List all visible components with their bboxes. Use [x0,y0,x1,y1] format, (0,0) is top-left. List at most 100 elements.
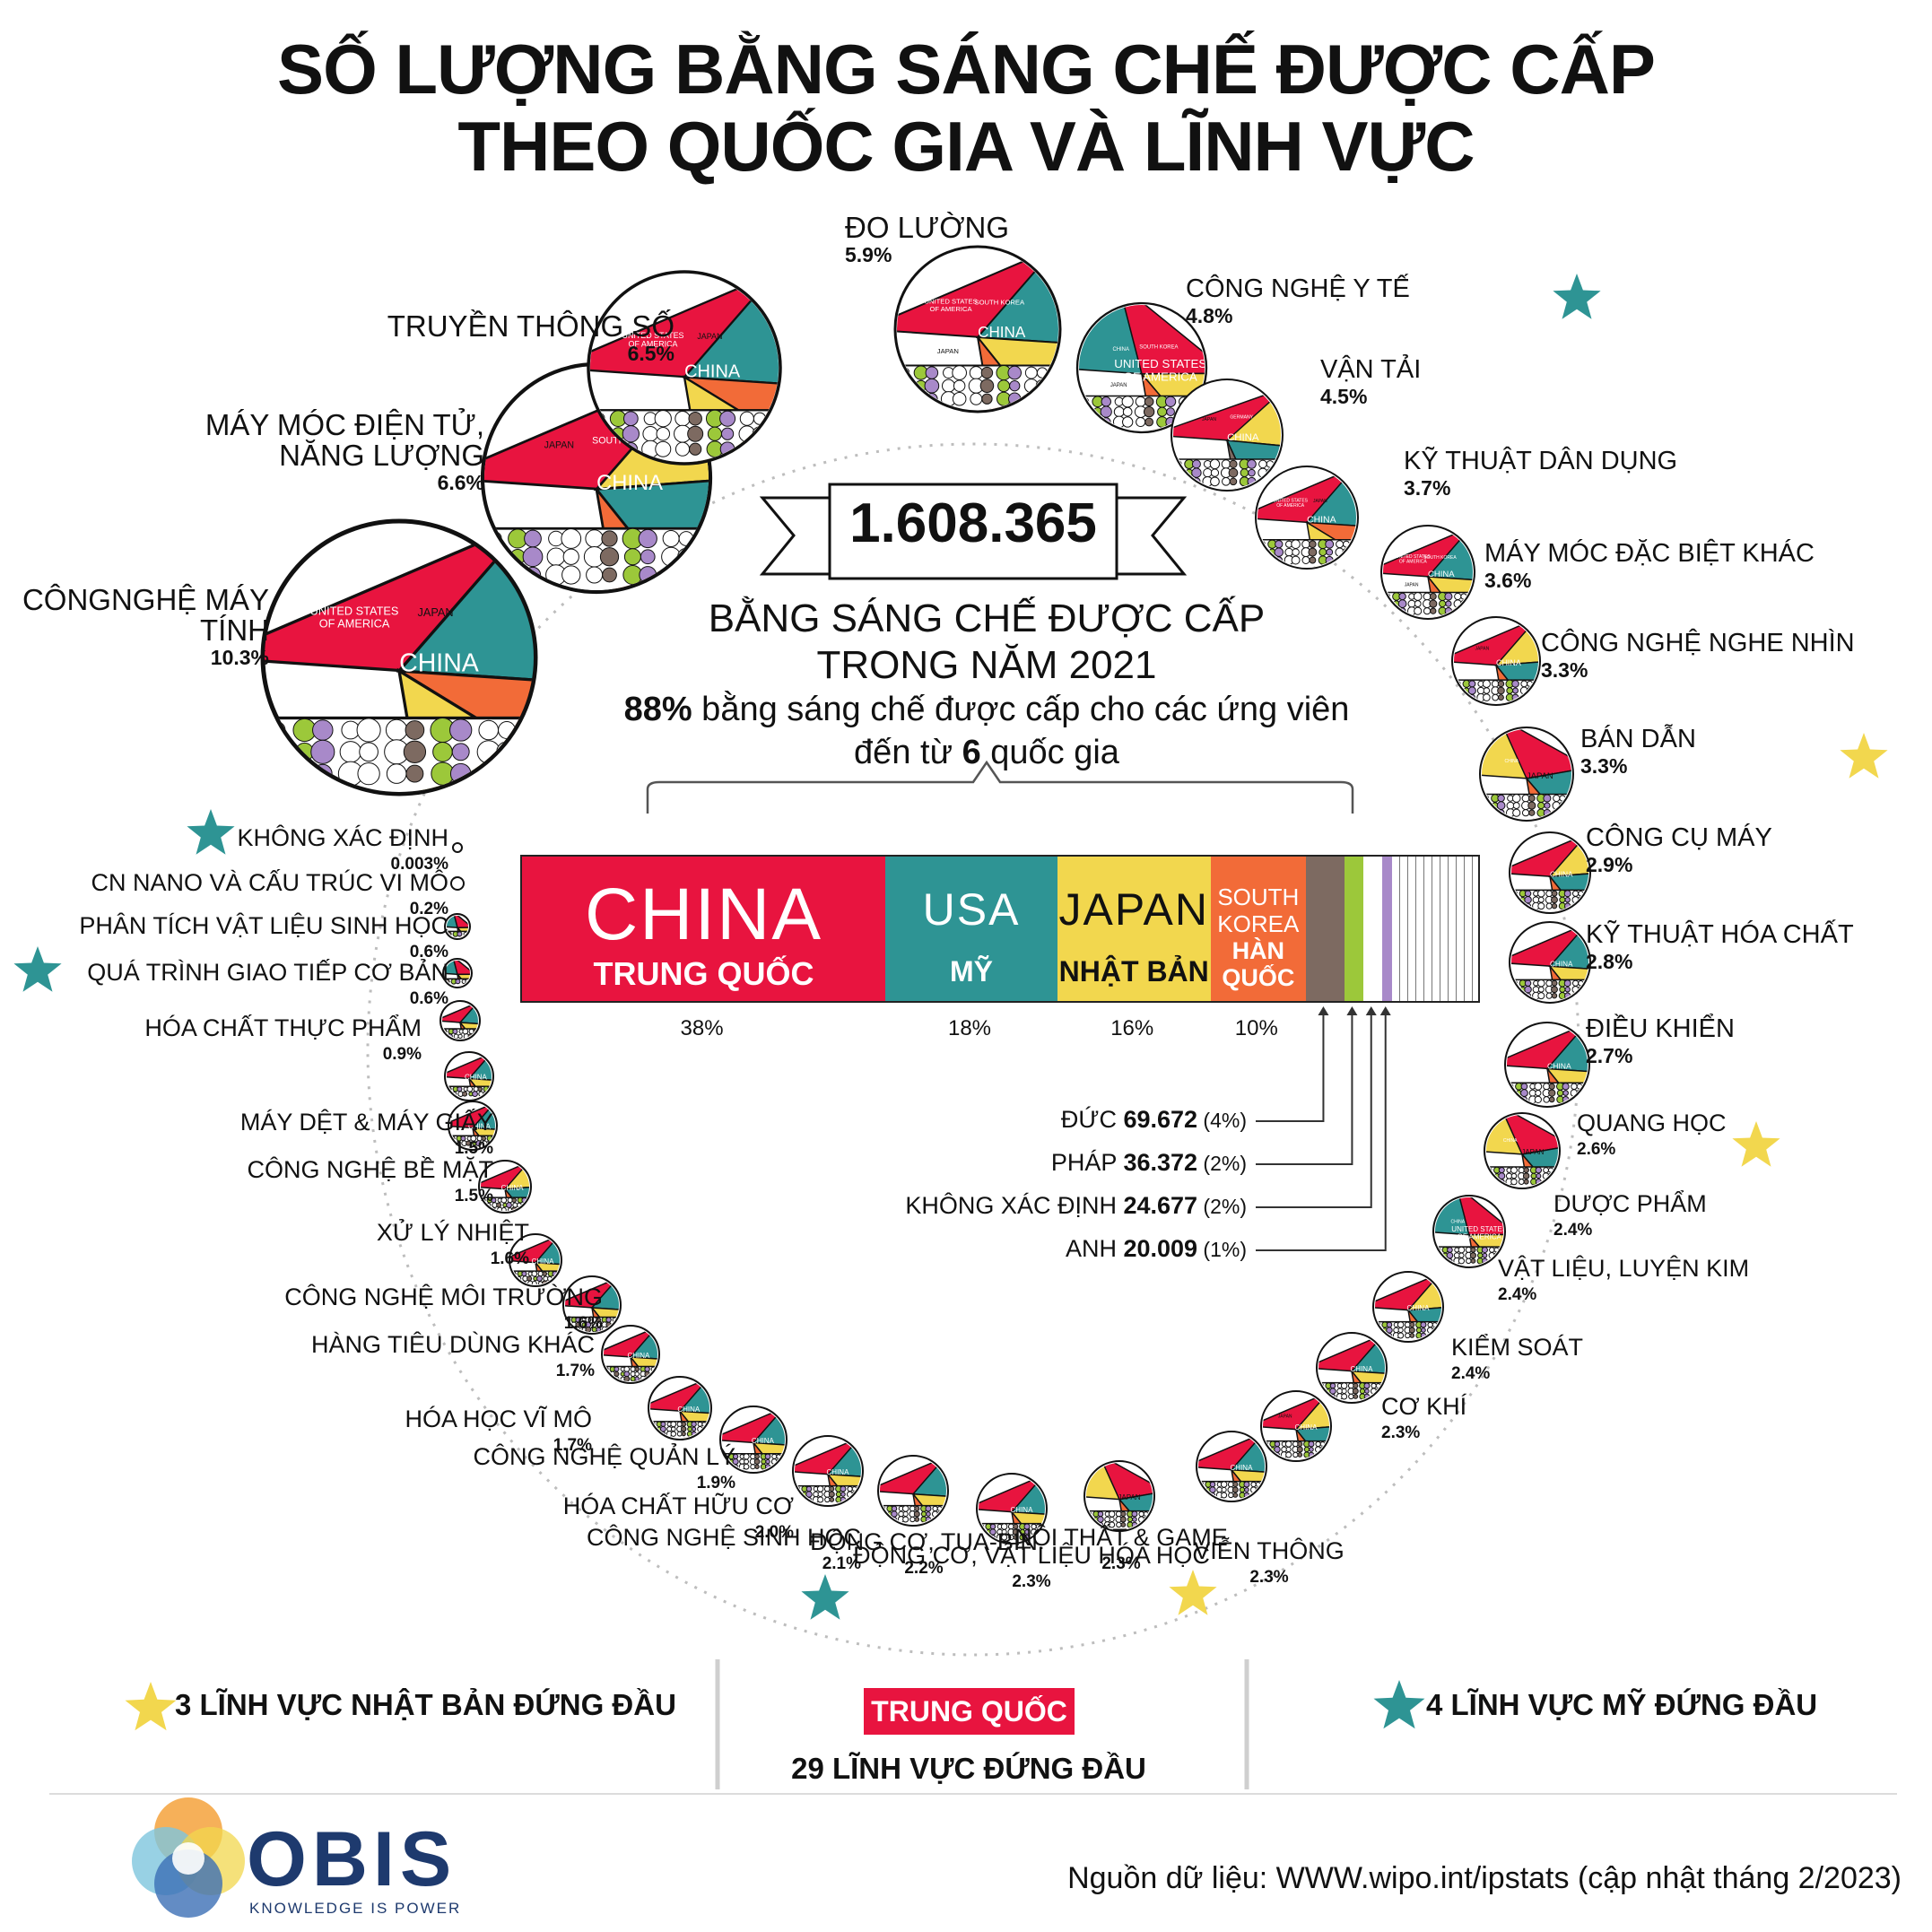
field-pebble [1301,556,1310,564]
field-pebble [265,741,288,763]
field-pebble [1329,1388,1336,1395]
field-pebble [1409,1321,1415,1328]
field-pebble [1551,890,1558,897]
field-pebble [1523,1179,1529,1185]
field-pebble [701,549,709,565]
field-pebble [1371,1382,1377,1389]
field-sector-label: JAPAN [697,332,722,341]
field-sector-label: CHINA [1451,1219,1466,1224]
field-pebble [1527,795,1536,802]
bar-label-2: JAPAN [1058,884,1209,935]
field-pebble [1353,1382,1359,1389]
field-pebble [1244,1487,1249,1493]
field-pebble [1524,985,1532,994]
field-pebble [924,378,940,394]
field-pct: 2.9% [1586,853,1633,876]
field-circle-11: CHINA [1509,921,1591,1004]
field-pebble [1585,896,1588,903]
field-sector-label: CHINA [1351,1365,1374,1373]
field-label-23: HÓA CHẤT HỮU CƠ 2.0% [372,1491,794,1545]
field-pebble [521,1271,527,1277]
field-sector-label: CHINA [1505,759,1519,764]
field-outline [452,842,463,853]
field-pebble [634,1366,640,1372]
field-pebble [795,1496,802,1503]
field-pebble [481,1136,487,1142]
field-pebble [1497,694,1504,701]
field-pebble [451,743,470,761]
note-count: 6 [962,734,981,771]
field-sector-label: CHINA [1307,516,1336,526]
field-pebble [857,1496,861,1503]
field-pebble [744,1458,750,1465]
field-pebble [816,1485,824,1493]
field-sector-label: UNITED STATES [1114,357,1206,370]
field-sector-label: CHINA [1547,1062,1571,1071]
field-pebble [1522,1172,1530,1179]
field-sector-label: CHINA [596,471,663,495]
field-pebble [1537,889,1545,898]
field-pebble [1537,992,1545,1000]
field-pebble [681,1432,686,1437]
field-pebble [670,1421,677,1428]
field-pebble [1222,477,1231,486]
field-sector-label: JAPAN [1313,499,1327,504]
field-pebble [697,1421,703,1427]
field-pebble [339,741,362,763]
field-label-5: VẬN TẢI 4.5% [1320,354,1742,408]
field-sector-label: CHINA [827,1468,850,1476]
field-pebble [671,1426,676,1432]
bar-segment-8 [1392,857,1478,1001]
field-sector-label: CHINA [978,324,1026,341]
field-pebble [981,393,993,405]
field-name: ĐỘNG CƠ, VẬT LIỆU HÓA HỌC [853,1542,1210,1569]
field-pebble [743,1453,750,1460]
field-pebble [293,762,316,785]
field-sector-label: SOUTH KOREA [1139,345,1178,351]
field-pebble [1526,693,1535,702]
field-pebble [1120,1510,1127,1518]
field-name: ĐIỀU KHIỂN [1586,1014,1735,1043]
field-pebble [1551,992,1558,999]
field-pebble [644,1366,650,1372]
minor-country-pct: (1%) [1197,1238,1247,1261]
field-pct: 2.3% [1381,1423,1421,1442]
field-pebble [913,1510,920,1518]
field-pebble [654,410,672,428]
field-pebble [1454,686,1462,695]
field-pebble [457,931,463,937]
field-pebble [1483,687,1491,694]
field-sector-label: UNITED STATES [1273,499,1308,504]
field-star-japan [1732,1121,1780,1167]
field-pebble [1423,592,1432,601]
field-pebble [891,1505,898,1512]
field-pebble [828,1491,835,1498]
field-pebble [1254,1492,1262,1499]
field-pebble [1585,992,1588,1000]
field-pebble [1413,592,1423,601]
field-pebble [700,565,709,585]
field-pebble [699,528,709,549]
field-pebble [1444,592,1453,601]
field-pebble [920,1510,927,1518]
field-sector-label: UNITED STATES [518,499,592,509]
field-pebble [707,1431,709,1437]
field-pebble [1013,1535,1019,1540]
field-pebble [1275,540,1284,549]
field-pebble [1408,1327,1415,1334]
field-pebble [1548,1083,1555,1090]
field-pebble [1198,1492,1205,1499]
field-pebble [1512,808,1521,817]
field-pebble [1530,1172,1537,1179]
brand-tagline: KNOWLEDGE IS POWER [249,1900,462,1917]
japan-lead-label: 3 LĨNH VỰC NHẬT BẢN ĐỨNG ĐẦU [175,1688,676,1721]
note-text-1: bằng sáng chế được cấp cho các ứng viên [692,691,1350,728]
field-pebble [405,764,424,783]
field-sector-label: CHINA [684,362,741,382]
field-sector-label: CHINA [1112,347,1129,352]
field-sector-label: SOUTH KOREA [1423,555,1457,561]
field-pebble [1173,468,1183,478]
field-pebble [692,1426,697,1432]
field-name: XỬ LÝ NHIỆT [376,1219,529,1246]
field-pebble [614,1371,620,1377]
